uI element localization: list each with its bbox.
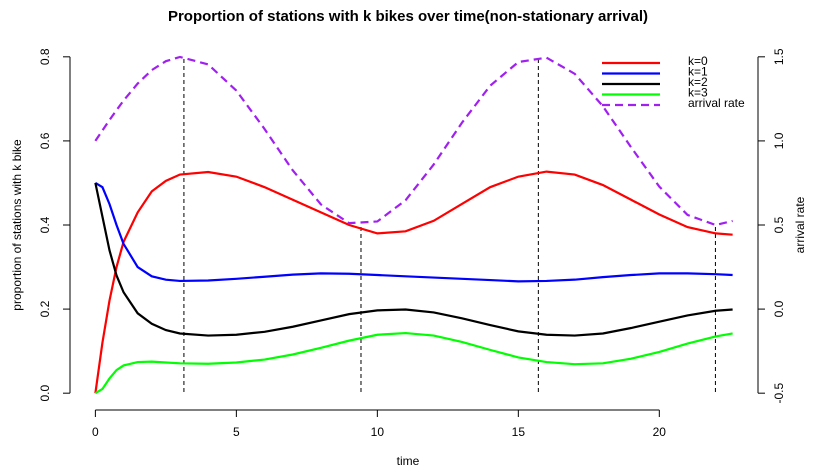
series-line — [94, 170, 733, 394]
series-line — [94, 182, 733, 283]
y2-axis-label: arrival rate — [793, 196, 807, 253]
x-tick-label: 10 — [371, 425, 385, 439]
y-tick-label: 0.6 — [38, 132, 52, 149]
legend-label: arrival rate — [688, 96, 745, 110]
legend-label: k=2 — [688, 75, 708, 89]
y-tick-label: 0.2 — [38, 300, 52, 317]
x-axis-label: time — [397, 454, 420, 468]
y2-tick-label: 1.5 — [772, 48, 786, 65]
y-tick-label: 0.8 — [38, 48, 52, 65]
series-line — [94, 55, 733, 227]
series-line — [94, 331, 733, 395]
series-line — [94, 182, 733, 337]
x-tick-label: 15 — [512, 425, 526, 439]
legend-label: k=3 — [688, 86, 708, 100]
y-tick-label: 0.0 — [38, 385, 52, 402]
x-tick-label: 0 — [92, 425, 99, 439]
y2-tick-label: -0.5 — [772, 383, 786, 404]
legend-label: k=1 — [688, 65, 708, 79]
chart-title: Proportion of stations with k bikes over… — [168, 8, 648, 25]
x-tick-label: 20 — [653, 425, 667, 439]
y2-tick-label: 0.5 — [772, 216, 786, 233]
y-axis-label: proportion of stations with k bike — [10, 139, 24, 311]
y2-tick-label: 0.0 — [772, 300, 786, 317]
x-tick-label: 5 — [233, 425, 240, 439]
y-tick-label: 0.4 — [38, 216, 52, 233]
legend-label: k=0 — [688, 54, 708, 68]
y2-tick-label: 1.0 — [772, 132, 786, 149]
